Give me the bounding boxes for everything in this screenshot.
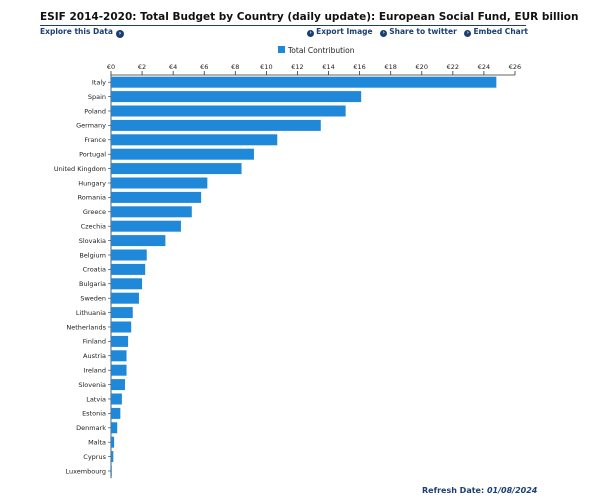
bar bbox=[111, 321, 132, 333]
bar bbox=[111, 263, 146, 275]
category-label: Czechia bbox=[81, 223, 106, 231]
category-label: Portugal bbox=[79, 151, 106, 159]
bar bbox=[111, 249, 147, 261]
bar bbox=[111, 407, 121, 419]
export-image-label: Export Image bbox=[316, 27, 373, 36]
bar bbox=[111, 465, 112, 477]
category-label: Spain bbox=[88, 93, 106, 101]
x-tick-label: €2 bbox=[138, 63, 146, 71]
bar bbox=[111, 76, 497, 88]
x-tick-label: €8 bbox=[231, 63, 239, 71]
bar bbox=[111, 148, 254, 160]
bar bbox=[111, 451, 114, 463]
legend-label: Total Contribution bbox=[287, 46, 355, 55]
category-label: Latvia bbox=[86, 395, 106, 403]
category-label: Netherlands bbox=[66, 323, 106, 331]
export-image-link[interactable]: › Export Image bbox=[307, 27, 373, 37]
x-tick-label: €26 bbox=[509, 63, 521, 71]
category-label: Cyprus bbox=[83, 453, 106, 461]
bar bbox=[111, 364, 127, 376]
category-label: Hungary bbox=[78, 179, 106, 187]
x-tick-label: €12 bbox=[291, 63, 303, 71]
bar bbox=[111, 379, 125, 391]
bar bbox=[111, 278, 143, 290]
bar bbox=[111, 350, 127, 362]
explore-data-link[interactable]: Explore this Data › bbox=[40, 27, 124, 38]
category-label: Ireland bbox=[84, 367, 106, 375]
x-tick-label: €18 bbox=[384, 63, 396, 71]
bar-chart: Total Contribution €0 €2 €4 €6 €8 €10 €12 €14 €16… bbox=[54, 46, 521, 479]
category-label: Denmark bbox=[76, 424, 106, 432]
bar bbox=[111, 91, 362, 103]
bar bbox=[111, 422, 118, 434]
x-tick-label: €6 bbox=[200, 63, 208, 71]
x-tick-label: €20 bbox=[416, 63, 428, 71]
category-label: Greece bbox=[83, 208, 106, 216]
x-tick-label: €16 bbox=[353, 63, 365, 71]
circle-chevron-icon: › bbox=[464, 30, 472, 37]
bar bbox=[111, 177, 208, 189]
x-tick-label: €4 bbox=[169, 63, 177, 71]
refresh-info: Refresh Date: 01/08/2024 bbox=[422, 486, 537, 495]
category-label: Malta bbox=[88, 439, 106, 447]
circle-chevron-icon: › bbox=[307, 30, 315, 37]
share-twitter-label: Share to twitter bbox=[389, 27, 457, 36]
bar bbox=[111, 220, 181, 232]
bar bbox=[111, 191, 202, 203]
bar bbox=[111, 119, 321, 131]
bar bbox=[111, 292, 139, 304]
category-label: Italy bbox=[92, 79, 106, 87]
refresh-label: Refresh Date: bbox=[422, 486, 485, 495]
bar bbox=[111, 163, 242, 175]
refresh-date: 01/08/2024 bbox=[486, 486, 538, 495]
legend-swatch bbox=[278, 46, 285, 53]
share-twitter-link[interactable]: › Share to twitter bbox=[380, 27, 457, 37]
chart-toolbar: Explore this Data › › Export Image › Share … bbox=[40, 27, 528, 39]
x-tick-label: €0 bbox=[107, 63, 115, 71]
bar bbox=[111, 134, 278, 146]
bar bbox=[111, 307, 133, 319]
category-label: Slovenia bbox=[78, 381, 106, 389]
category-label: Poland bbox=[84, 107, 106, 115]
category-label: Germany bbox=[76, 122, 106, 130]
x-tick-label: €22 bbox=[447, 63, 459, 71]
circle-chevron-icon: › bbox=[380, 30, 388, 37]
category-label: Austria bbox=[83, 352, 106, 360]
x-tick-label: €10 bbox=[260, 63, 272, 71]
title-divider bbox=[40, 25, 526, 26]
category-label: Croatia bbox=[83, 266, 106, 274]
category-label: Sweden bbox=[80, 295, 106, 303]
embed-chart-label: Embed Chart bbox=[473, 27, 528, 36]
bar bbox=[111, 105, 346, 117]
x-tick-label: €24 bbox=[478, 63, 490, 71]
x-tick-label: €14 bbox=[322, 63, 334, 71]
chevron-right-icon: › bbox=[115, 30, 124, 38]
category-label: Belgium bbox=[79, 251, 106, 259]
category-label: Finland bbox=[83, 338, 106, 346]
category-label: Romania bbox=[78, 194, 106, 202]
bar bbox=[111, 235, 166, 247]
chart-title: ESIF 2014-2020: Total Budget by Country … bbox=[40, 11, 579, 23]
category-label: Estonia bbox=[82, 410, 106, 418]
category-label: Lithuania bbox=[76, 309, 106, 317]
embed-chart-link[interactable]: › Embed Chart bbox=[464, 27, 528, 37]
explore-data-label: Explore this Data bbox=[40, 27, 113, 36]
bar bbox=[111, 393, 122, 405]
bar bbox=[111, 335, 129, 347]
category-label: United Kingdom bbox=[54, 165, 106, 173]
category-label: France bbox=[84, 136, 106, 144]
category-label: Slovakia bbox=[79, 237, 106, 245]
bar bbox=[111, 436, 115, 448]
bar bbox=[111, 206, 192, 218]
category-label: Luxembourg bbox=[65, 467, 106, 475]
category-label: Bulgaria bbox=[79, 280, 106, 288]
